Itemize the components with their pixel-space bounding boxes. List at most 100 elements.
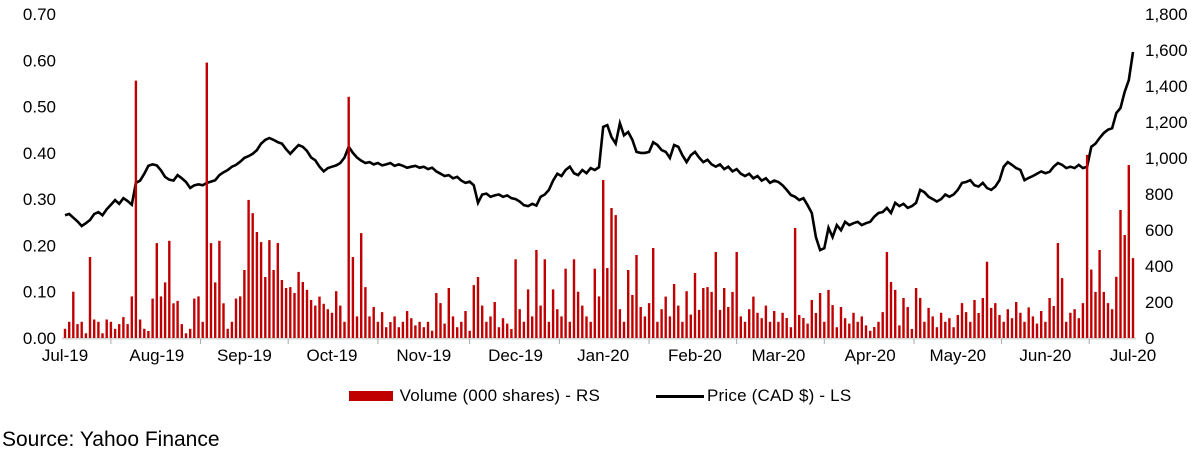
- volume-bar: [802, 318, 805, 338]
- volume-bar: [422, 327, 425, 338]
- volume-bar: [1106, 303, 1110, 338]
- volume-bar: [234, 298, 238, 338]
- volume-bar: [902, 298, 905, 338]
- x-axis-tick-label: Sep-19: [217, 346, 272, 365]
- volume-bar: [697, 309, 701, 338]
- x-axis-tick-label: Jan-20: [577, 346, 629, 365]
- volume-bar: [823, 321, 826, 338]
- volume-bar: [201, 321, 204, 338]
- volume-bar: [551, 289, 555, 338]
- volume-bar: [610, 208, 613, 338]
- volume-bar: [230, 321, 234, 338]
- volume-bar: [255, 232, 259, 338]
- volume-bar: [835, 327, 838, 338]
- right-axis-tick-label: 200: [1145, 293, 1173, 312]
- legend-volume-item: Volume (000 shares) - RS: [348, 386, 600, 406]
- volume-bar: [289, 287, 292, 338]
- volume-bar: [560, 316, 563, 338]
- left-axis-tick-label: 0.70: [23, 5, 56, 24]
- volume-bar: [318, 296, 321, 338]
- volume-bar: [347, 96, 350, 338]
- volume-bar: [122, 317, 125, 338]
- volume-bar: [1060, 278, 1064, 338]
- volume-bar: [68, 321, 71, 338]
- volume-bar: [414, 325, 417, 338]
- volume-bar: [935, 327, 939, 338]
- volume-bar: [939, 312, 943, 338]
- volume-bar: [297, 271, 300, 338]
- volume-bar: [973, 300, 976, 338]
- volume-bar: [209, 243, 213, 338]
- left-axis-tick-label: 0.30: [23, 190, 56, 209]
- volume-bar: [668, 316, 672, 338]
- right-axis-tick-label: 1,800: [1145, 5, 1188, 24]
- volume-bar: [476, 277, 480, 338]
- volume-bar: [251, 213, 254, 338]
- volume-bar: [264, 277, 267, 338]
- volume-bar: [380, 312, 384, 338]
- right-axis-tick-label: 1,200: [1145, 113, 1188, 132]
- volume-bar: [597, 296, 601, 338]
- volume-bar: [869, 330, 872, 338]
- volume-bar: [1002, 321, 1005, 338]
- x-axis-tick-label: Mar-20: [751, 346, 805, 365]
- volume-bar: [1131, 258, 1135, 338]
- volume-bar: [956, 315, 959, 338]
- volume-bar: [681, 321, 684, 338]
- volume-bar: [335, 291, 338, 338]
- legend-price-label: Price (CAD $) - LS: [707, 386, 852, 405]
- volume-bar: [1065, 321, 1068, 338]
- volume-bar: [184, 333, 188, 338]
- volume-bar: [1073, 309, 1076, 338]
- volume-bar: [806, 323, 809, 338]
- right-axis-tick-label: 1,400: [1145, 77, 1188, 96]
- volume-bar: [518, 309, 521, 338]
- left-axis-tick-label: 0.20: [23, 236, 56, 255]
- volume-bar: [222, 303, 225, 338]
- volume-bar: [1069, 312, 1072, 338]
- volume-bar: [138, 319, 142, 338]
- volume-bar: [410, 318, 413, 338]
- volume-bar: [355, 316, 359, 338]
- right-axis-tick-label: 1,000: [1145, 149, 1188, 168]
- volume-bar: [635, 255, 638, 338]
- volume-bar: [305, 289, 309, 338]
- volume-bar: [376, 321, 380, 338]
- volume-bar: [627, 270, 630, 338]
- volume-bar: [556, 309, 559, 338]
- volume-bar: [873, 327, 876, 338]
- volume-bar: [522, 321, 526, 338]
- volume-bar: [535, 250, 538, 338]
- volume-bar: [885, 252, 889, 338]
- left-axis-tick-label: 0.10: [23, 283, 56, 302]
- volume-bar: [80, 321, 83, 338]
- volume-bar: [293, 293, 296, 338]
- volume-bar: [948, 318, 951, 338]
- volume-bar: [268, 240, 271, 338]
- volume-bar: [964, 312, 968, 338]
- left-axis-tick-label: 0.40: [23, 144, 56, 163]
- volume-bar: [969, 321, 972, 338]
- volume-bar: [881, 312, 884, 338]
- volume-bar: [214, 282, 217, 338]
- volume-bar: [818, 293, 822, 338]
- volume-bar: [852, 312, 855, 338]
- volume-bar: [643, 316, 647, 338]
- volume-bar: [439, 303, 442, 338]
- volume-bar: [593, 268, 596, 338]
- volume-bar: [898, 325, 901, 338]
- volume-bar: [343, 321, 346, 338]
- volume-bar: [389, 322, 392, 338]
- volume-bar: [364, 287, 367, 338]
- volume-bar: [735, 252, 738, 338]
- volume-bar: [405, 311, 409, 338]
- volume-bar: [827, 289, 830, 338]
- volume-bar: [652, 248, 655, 338]
- volume-bar: [1015, 302, 1018, 338]
- volume-bar: [906, 307, 909, 338]
- volume-bar: [1010, 318, 1014, 338]
- x-axis-tick-label: Jun-20: [1019, 346, 1071, 365]
- volume-bar: [339, 305, 342, 338]
- volume-bar: [134, 80, 138, 338]
